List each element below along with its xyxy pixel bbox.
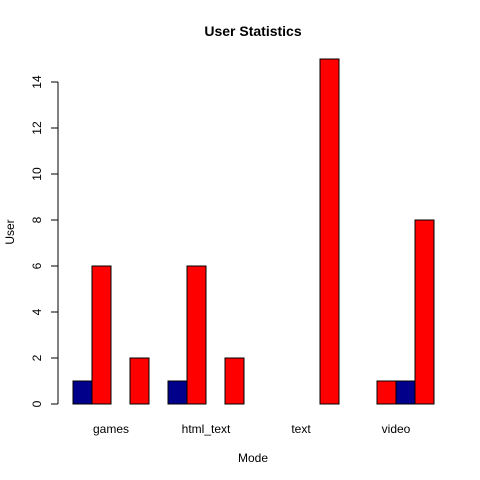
bar-games-3 [129, 357, 150, 405]
y-tick-label: 6 [30, 262, 44, 269]
x-tick-label: video [382, 422, 411, 436]
bar-html_text-1 [186, 265, 207, 405]
chart-title: User Statistics [204, 23, 301, 39]
bars-group [72, 58, 435, 405]
y-tick-label: 10 [30, 167, 44, 181]
bar-text-3 [319, 58, 340, 405]
bar-video-2 [395, 380, 416, 405]
x-axis-label: Mode [238, 451, 268, 465]
y-tick-label: 0 [30, 400, 44, 407]
bar-html_text-3 [224, 357, 245, 405]
y-tick-label: 8 [30, 216, 44, 223]
y-tick-label: 12 [30, 121, 44, 135]
y-tick-label: 14 [30, 75, 44, 89]
bar-html_text-0 [167, 380, 188, 405]
y-tick-label: 4 [30, 308, 44, 315]
y-axis-label: User [3, 219, 17, 244]
bar-games-0 [72, 380, 93, 405]
x-tick-label: text [291, 422, 311, 436]
x-tick-label: games [93, 422, 129, 436]
bar-video-1 [376, 380, 397, 405]
x-tick-labels: games html_text text video [93, 422, 411, 436]
y-axis: 0 2 4 6 8 10 12 14 [30, 75, 59, 407]
bar-video-3 [414, 219, 435, 405]
y-tick-label: 2 [30, 354, 44, 361]
x-tick-label: html_text [182, 422, 231, 436]
bar-games-1 [91, 265, 112, 405]
